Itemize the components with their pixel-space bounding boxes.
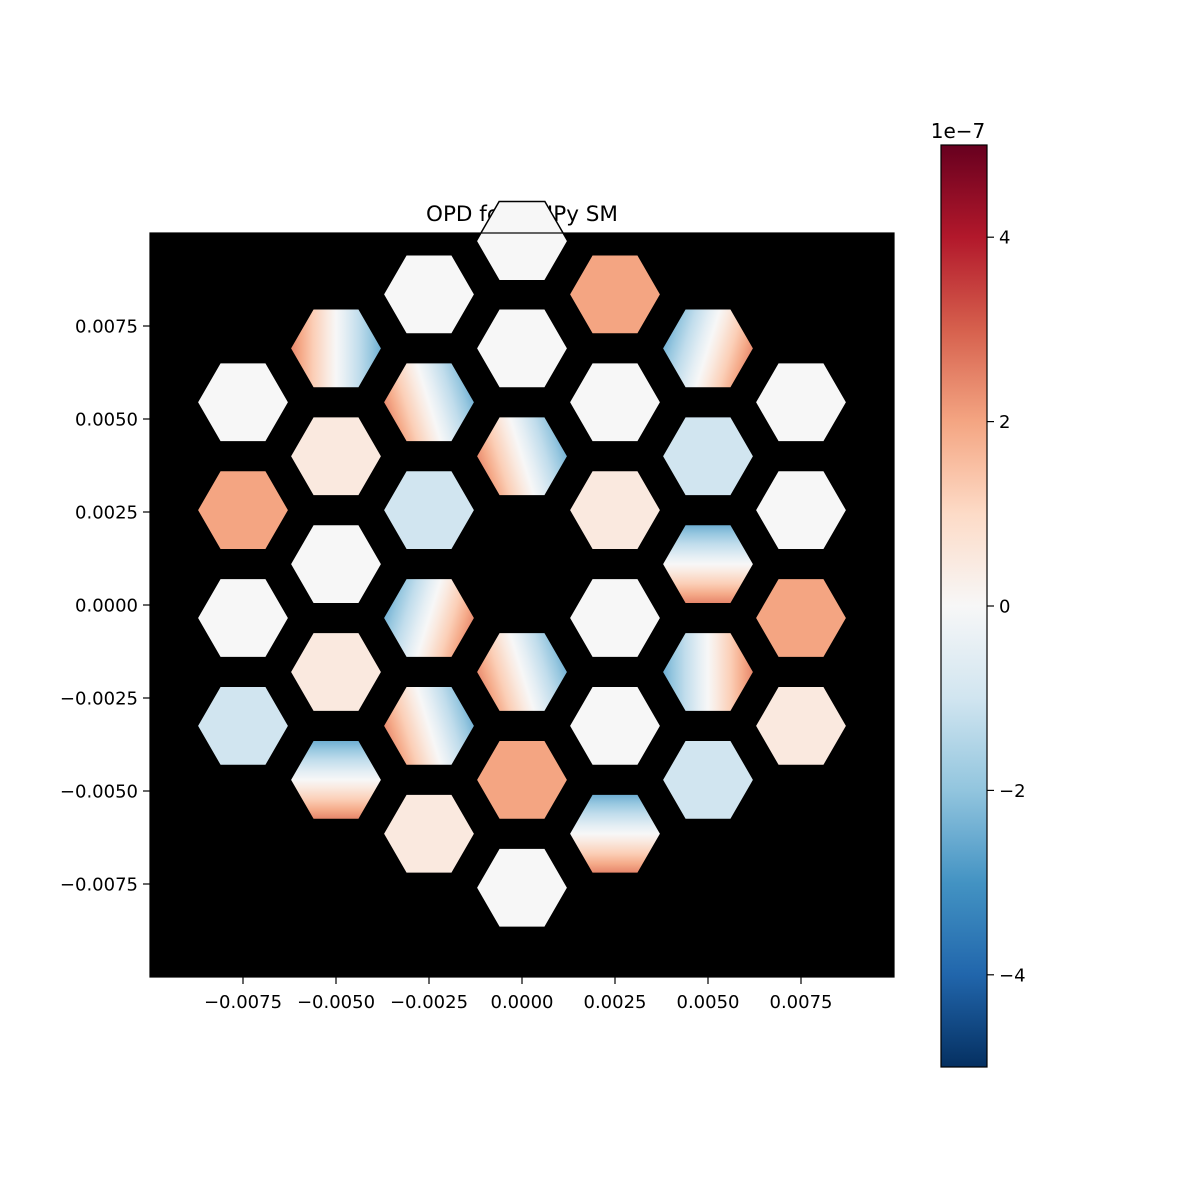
y-tick-label: 0.0025 (75, 503, 138, 524)
mirror-segment (475, 200, 569, 282)
x-tick-label: −0.0025 (390, 992, 468, 1013)
mirror-segment (661, 739, 755, 821)
mirror-segments (196, 200, 848, 929)
mirror-segment (568, 361, 662, 443)
mirror-segment (196, 577, 290, 659)
mirror-segment (289, 415, 383, 497)
mirror-segment (754, 577, 848, 659)
colorbar-tick-label: 2 (999, 412, 1010, 433)
mirror-segment (382, 254, 476, 335)
mirror-segment (475, 415, 569, 497)
mirror-segment (196, 361, 290, 443)
mirror-segment (382, 685, 476, 767)
colorbar-tick-label: −2 (999, 781, 1026, 802)
x-tick-label: −0.0075 (204, 992, 282, 1013)
mirror-segment (475, 739, 569, 821)
mirror-segment (289, 523, 383, 605)
mirror-segment (568, 577, 662, 659)
mirror-segment (382, 577, 476, 659)
mirror-segment (754, 469, 848, 551)
colorbar-tick-label: −4 (999, 965, 1026, 986)
y-tick-label: 0.0050 (75, 410, 138, 431)
colorbar-gradient (941, 145, 987, 1067)
colorbar-ticks: 4 2 0 −2 −4 (987, 228, 1026, 986)
mirror-segment (382, 361, 476, 443)
x-tick-label: 0.0000 (491, 992, 554, 1013)
colorbar-offset-label: 1e−7 (931, 119, 986, 143)
mirror-segment (661, 415, 755, 497)
mirror-segment (568, 254, 662, 335)
y-axis: 0.0075 0.0050 0.0025 0.0000 −0.0025 −0.0050 −0… (60, 317, 150, 896)
x-tick-label: −0.0050 (297, 992, 375, 1013)
mirror-segment (289, 631, 383, 713)
y-tick-label: −0.0025 (60, 689, 138, 710)
mirror-segment (754, 685, 848, 767)
mirror-segment (754, 361, 848, 443)
x-tick-label: 0.0050 (677, 992, 740, 1013)
mirror-segment (382, 469, 476, 551)
colorbar-tick-label: 4 (999, 228, 1010, 249)
mirror-segment (568, 469, 662, 551)
y-tick-label: −0.0075 (60, 875, 138, 896)
mirror-segment (568, 793, 662, 875)
mirror-segment (661, 307, 755, 389)
x-tick-label: 0.0025 (584, 992, 647, 1013)
x-axis: −0.0075 −0.0050 −0.0025 0.0000 0.0025 0.0050 0… (204, 977, 833, 1013)
x-tick-label: 0.0075 (770, 992, 833, 1013)
y-tick-label: −0.0050 (60, 782, 138, 803)
y-tick-label: 0.0075 (75, 317, 138, 338)
mirror-segment (289, 739, 383, 821)
mirror-segment (289, 307, 383, 389)
mirror-segment (568, 685, 662, 767)
mirror-segment (475, 307, 569, 389)
mirror-segment (475, 847, 569, 929)
colorbar: 4 2 0 −2 −4 1e−7 (931, 119, 1026, 1068)
mirror-segment (475, 631, 569, 713)
colorbar-tick-label: 0 (999, 597, 1010, 618)
mirror-segment (196, 469, 290, 551)
mirror-segment (196, 685, 290, 767)
mirror-segment (382, 793, 476, 875)
mirror-segment (661, 523, 755, 605)
mirror-segment (661, 631, 755, 713)
y-tick-label: 0.0000 (75, 596, 138, 617)
